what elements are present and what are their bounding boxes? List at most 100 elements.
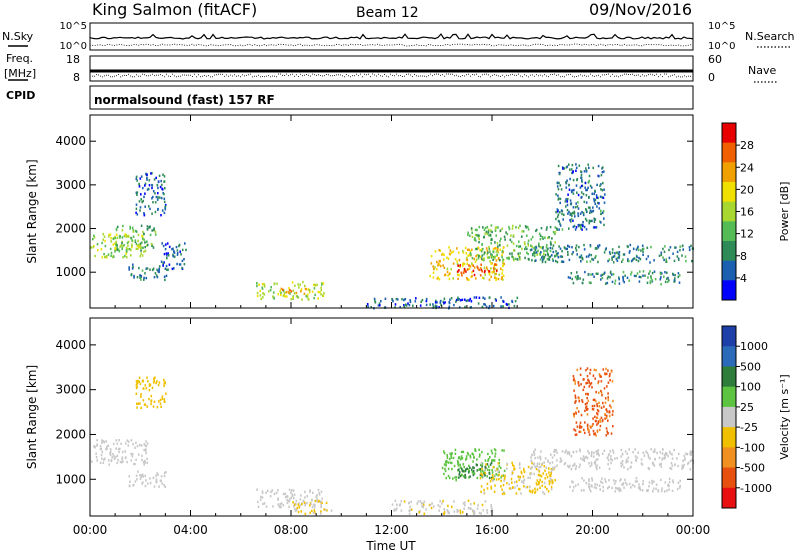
scatter-cell	[607, 419, 609, 422]
scatter-cell	[469, 454, 471, 457]
scatter-cell	[547, 490, 550, 493]
scatter-cell	[535, 229, 537, 233]
scatter-cell	[574, 215, 576, 218]
scatter-cell	[604, 417, 606, 420]
scatter-cell	[180, 253, 182, 256]
scatter-cell	[594, 483, 596, 486]
scatter-cell	[95, 452, 97, 455]
scatter-cell	[479, 477, 482, 480]
scatter-cell	[473, 238, 476, 241]
scatter-cell	[492, 304, 495, 308]
scatter-cell	[635, 258, 638, 262]
scatter-cell	[688, 248, 691, 252]
scatter-cell	[140, 406, 142, 410]
scatter-cell	[550, 488, 553, 491]
scatter-cell	[464, 246, 467, 250]
scatter-cell	[144, 182, 147, 185]
scatter-cell	[580, 191, 583, 194]
scatter-cell	[472, 264, 475, 267]
scatter-cell	[482, 247, 484, 251]
scatter-cell	[138, 246, 140, 249]
scatter-cell	[535, 465, 537, 468]
scatter-cell	[468, 476, 470, 479]
scatter-cell	[432, 271, 435, 274]
scatter-cell	[627, 258, 629, 261]
scatter-cell	[550, 472, 552, 475]
scatter-cell	[132, 229, 134, 232]
scatter-cell	[518, 478, 520, 482]
scatter-cell	[576, 425, 579, 428]
scatter-cell	[662, 256, 664, 259]
scatter-cell	[506, 303, 508, 306]
scatter-cell	[438, 306, 440, 309]
scatter-cell	[553, 448, 556, 452]
scatter-cell	[580, 383, 582, 386]
scatter-cell	[447, 504, 449, 508]
scatter-cell	[144, 192, 146, 195]
scatter-cell	[554, 230, 557, 234]
scatter-cell	[505, 231, 507, 234]
scatter-cell	[535, 228, 538, 232]
scatter-cell	[160, 475, 163, 478]
scatter-cell	[157, 192, 159, 195]
scatter-cell	[614, 279, 617, 282]
scatter-cell	[681, 467, 683, 470]
scatter-cell	[157, 400, 160, 403]
scatter-cell	[659, 272, 662, 276]
scatter-cell	[580, 489, 583, 492]
scatter-cell	[464, 476, 466, 479]
scatter-cell	[509, 238, 512, 241]
scatter-cell	[566, 452, 569, 455]
scatter-cell	[297, 283, 299, 286]
scatter-cell	[533, 251, 535, 254]
scatter-cell	[471, 231, 473, 234]
scatter-cell	[526, 251, 528, 254]
scatter-cell	[600, 212, 603, 216]
scatter-cell	[554, 241, 556, 244]
scatter-cell	[112, 442, 115, 446]
scatter-region	[457, 263, 498, 277]
scatter-cell	[442, 258, 445, 261]
scatter-cell	[472, 470, 475, 473]
scatter-cell	[628, 251, 631, 254]
scatter-cell	[93, 236, 96, 239]
scatter-cell	[486, 463, 489, 466]
scatter-cell	[570, 190, 573, 194]
scatter-cell	[151, 268, 154, 272]
scatter-cell	[583, 428, 585, 432]
scatter-cell	[690, 244, 692, 247]
scatter-cell	[555, 193, 557, 196]
scatter-cell	[279, 502, 282, 506]
scatter-cell	[501, 269, 504, 272]
scatter-cell	[320, 289, 323, 292]
scatter-cell	[278, 505, 281, 508]
scatter-cell	[668, 481, 671, 484]
scatter-cell	[545, 246, 548, 249]
scatter-cell	[481, 450, 483, 454]
scatter-cell	[143, 250, 145, 253]
scatter-cell	[135, 458, 137, 461]
scatter-cell	[144, 205, 146, 208]
scatter-cell	[534, 456, 536, 460]
scatter-cell	[603, 405, 605, 408]
scatter-cell	[602, 166, 604, 169]
scatter-cell	[562, 167, 564, 170]
scatter-cell	[557, 213, 560, 216]
scatter-cell	[502, 274, 505, 277]
scatter-cell	[490, 503, 493, 507]
scatter-cell	[549, 477, 552, 480]
scatter-cell	[616, 259, 619, 262]
scatter-cell	[293, 292, 296, 295]
scatter-cell	[496, 253, 498, 256]
scatter-cell	[573, 428, 575, 431]
scatter-cell	[584, 431, 586, 435]
colorbar-tick-label: 100	[740, 381, 761, 394]
scatter-cell	[665, 453, 667, 456]
scatter-cell	[570, 272, 573, 275]
scatter-cell	[508, 487, 511, 490]
scatter-cell	[555, 252, 558, 256]
scatter-cell	[617, 252, 620, 256]
scatter-cell	[622, 258, 624, 261]
scatter-cell	[147, 205, 150, 208]
scatter-cell	[600, 389, 602, 393]
